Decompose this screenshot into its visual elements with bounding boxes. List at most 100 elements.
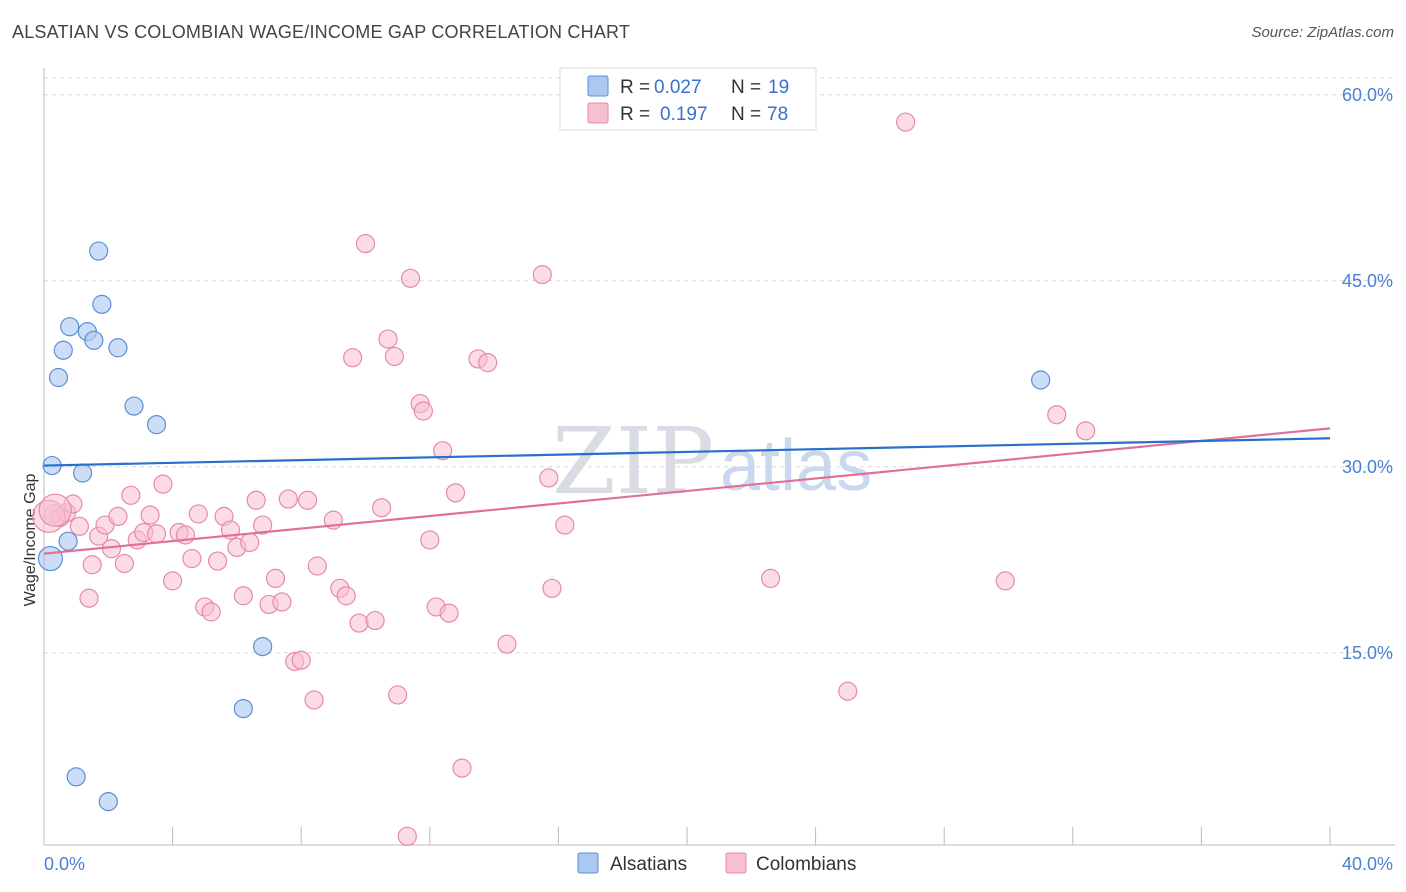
alsatian-point: [124, 396, 144, 416]
colombian-point: [108, 506, 128, 527]
alsatian-trend-line: [43, 437, 1331, 467]
x-tick-label: 40.0%: [1342, 854, 1393, 874]
alsatian-point: [60, 317, 80, 337]
stats-legend: R = 0.027 N = 19 R = 0.197 N = 78: [559, 67, 817, 131]
colombian-r-value: 0.197: [660, 104, 708, 125]
grid-lines: [44, 77, 1395, 654]
colombian-point: [208, 551, 228, 571]
y-tick-label: 30.0%: [1342, 457, 1393, 477]
colombian-point: [79, 588, 99, 608]
x-tick-label: 0.0%: [44, 854, 85, 874]
colombian-point: [384, 346, 405, 367]
colombian-point: [555, 515, 575, 535]
chart-title: ALSATIAN VS COLOMBIAN WAGE/INCOME GAP CO…: [12, 22, 631, 42]
watermark-zip: ZIP: [552, 408, 714, 515]
y-axis-title: Wage/Income Gap: [22, 474, 39, 607]
colombian-point: [278, 489, 298, 509]
alsatian-points: [37, 241, 1051, 812]
colombian-point: [478, 353, 498, 373]
x-tick-labels: 0.0% 40.0%: [44, 854, 1393, 874]
alsatian-point: [92, 294, 112, 314]
colombian-n-value: 78: [767, 104, 788, 125]
colombian-point: [69, 516, 89, 536]
colombian-n-label: N =: [731, 104, 761, 125]
colombian-point: [420, 530, 440, 550]
colombian-point: [995, 571, 1015, 591]
alsatian-point: [66, 767, 86, 787]
colombian-point: [542, 578, 562, 598]
colombian-point: [760, 568, 781, 589]
colombian-point: [298, 490, 318, 510]
colombian-point: [182, 548, 202, 569]
alsatian-n-label: N =: [731, 77, 761, 98]
colombian-point: [388, 685, 408, 705]
chart-source: Source: ZipAtlas.com: [1251, 24, 1394, 41]
alsatian-point: [72, 463, 93, 483]
colombian-point: [146, 524, 167, 544]
series-legend: Alsatians Colombians: [577, 852, 856, 875]
colombian-point: [153, 474, 173, 494]
alsatian-legend-swatch: [587, 75, 609, 97]
colombian-point: [1076, 421, 1096, 441]
alsatian-n-value: 19: [768, 77, 789, 98]
axes: [43, 68, 1395, 846]
colombian-point: [188, 504, 208, 524]
alsatian-point: [1031, 370, 1051, 390]
colombian-point: [253, 515, 273, 535]
y-tick-label: 15.0%: [1342, 643, 1393, 663]
y-tick-label: 60.0%: [1342, 85, 1393, 105]
colombian-point: [38, 493, 72, 527]
alsatian-point: [233, 698, 253, 719]
colombian-point: [201, 602, 221, 622]
colombian-point: [240, 532, 260, 553]
alsatian-point: [253, 636, 273, 657]
alsatian-point: [89, 241, 109, 261]
alsatian-point: [108, 338, 128, 358]
colombians-legend-label: Colombians: [756, 854, 856, 875]
colombian-point: [343, 348, 363, 368]
colombian-point: [304, 690, 324, 710]
colombian-point: [233, 586, 253, 606]
alsatian-point: [146, 415, 167, 435]
alsatians-legend-label: Alsatians: [610, 854, 687, 875]
alsatian-point: [48, 367, 69, 388]
colombian-point: [82, 555, 102, 575]
colombian-point: [265, 568, 286, 589]
colombian-point: [1047, 405, 1067, 425]
colombian-point: [246, 490, 266, 510]
colombian-point: [365, 610, 385, 631]
colombian-point: [397, 826, 417, 846]
colombian-trend-line: [43, 427, 1331, 555]
alsatians-legend-swatch: [577, 852, 599, 874]
colombian-legend-swatch: [587, 102, 609, 124]
y-tick-label: 45.0%: [1342, 271, 1393, 291]
colombian-point: [433, 441, 453, 461]
colombian-points: [32, 112, 1096, 846]
alsatian-point: [53, 340, 73, 360]
colombian-point: [114, 553, 134, 574]
colombian-point: [445, 483, 466, 503]
colombian-point: [838, 681, 858, 701]
colombian-point: [497, 634, 517, 654]
colombian-point: [307, 556, 327, 576]
colombian-point: [400, 268, 421, 288]
colombian-point: [349, 613, 369, 633]
colombian-point: [272, 592, 292, 612]
alsatian-point: [58, 531, 78, 551]
colombian-point: [371, 498, 392, 518]
colombian-point: [413, 401, 433, 421]
colombian-point: [439, 603, 459, 623]
alsatian-point: [98, 791, 118, 812]
colombians-legend-swatch: [725, 852, 747, 874]
alsatian-r-label: R =: [620, 77, 650, 98]
colombian-point: [452, 758, 472, 778]
y-tick-labels: 15.0% 30.0% 45.0% 60.0%: [1342, 85, 1393, 663]
colombian-point: [121, 485, 141, 505]
trend-lines: [43, 427, 1331, 555]
colombian-point: [291, 650, 311, 670]
alsatian-point: [84, 330, 104, 350]
colombian-point: [140, 505, 160, 525]
colombian-point: [539, 468, 559, 488]
colombian-point: [378, 329, 398, 349]
